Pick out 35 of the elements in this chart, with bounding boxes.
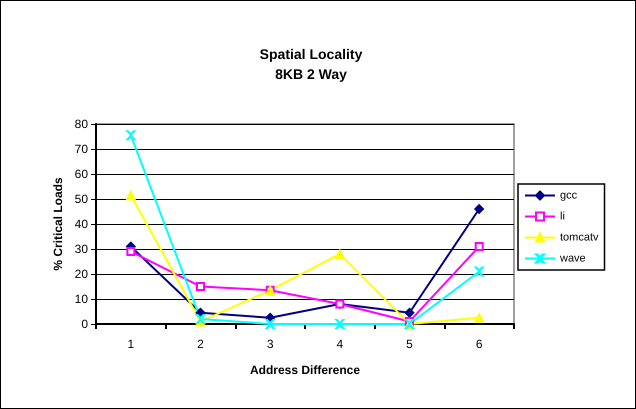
point <box>126 247 136 256</box>
y-tick-label: 60 <box>74 167 88 181</box>
legend-label: gcc <box>560 190 578 202</box>
point <box>126 130 136 140</box>
y-tick-label: 70 <box>74 142 88 156</box>
x-tick-label: 4 <box>336 337 344 351</box>
chart-title: Spatial Locality 8KB 2 Way <box>260 46 363 82</box>
point <box>196 282 205 291</box>
point <box>126 190 136 200</box>
x-tick-label: 1 <box>127 337 134 351</box>
y-tick-label: 30 <box>74 242 88 256</box>
y-tick-label: 80 <box>74 117 88 131</box>
y-tick-label: 10 <box>74 292 88 306</box>
legend-label: li <box>560 210 565 222</box>
y-tick-label: 0 <box>81 317 88 331</box>
point <box>265 319 276 329</box>
y-tick-label: 20 <box>74 267 88 281</box>
point <box>474 266 484 276</box>
x-tick-label: 6 <box>476 337 483 351</box>
point <box>334 249 345 259</box>
x-tick-label: 5 <box>406 337 414 351</box>
x-tick-label: 2 <box>197 337 204 351</box>
y-tick-label: 50 <box>74 192 88 206</box>
point <box>474 204 484 214</box>
legend-label: tomcatv <box>560 232 600 244</box>
point <box>196 314 206 324</box>
x-tick-label: 3 <box>266 337 274 351</box>
point <box>404 308 414 318</box>
point <box>474 242 484 251</box>
point <box>334 319 345 329</box>
x-axis-title: Address Difference <box>250 363 360 377</box>
y-tick-label: 40 <box>74 217 88 231</box>
legend-label: wave <box>559 252 586 264</box>
y-axis-title: % Critical Loads <box>50 176 65 271</box>
point <box>474 312 484 323</box>
